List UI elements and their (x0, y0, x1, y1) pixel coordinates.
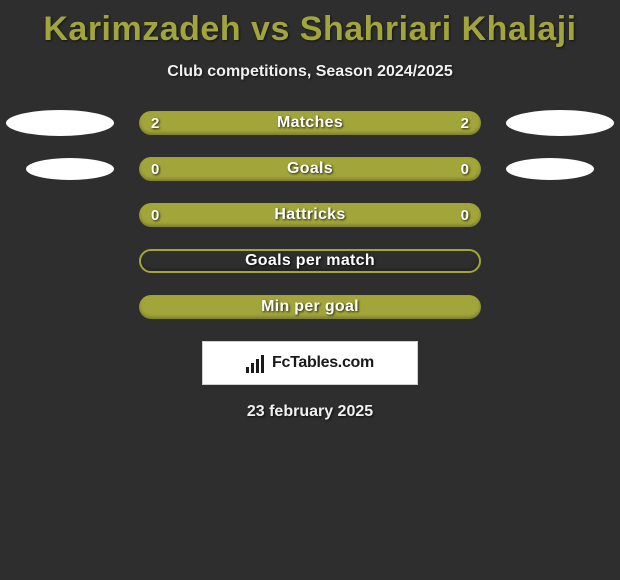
player-left-marker (26, 158, 114, 180)
stat-row-min-per-goal: Min per goal (0, 295, 620, 319)
stats-container: 2 Matches 2 0 Goals 0 0 Hattricks 0 Goal… (0, 111, 620, 319)
stat-row-matches: 2 Matches 2 (0, 111, 620, 135)
logo-text: FcTables.com (272, 354, 374, 372)
stat-label: Goals (287, 160, 333, 178)
stat-bar: Min per goal (139, 295, 481, 319)
stat-bar: 0 Hattricks 0 (139, 203, 481, 227)
fctables-logo: FcTables.com (202, 341, 418, 385)
stat-label: Goals per match (245, 252, 375, 270)
date-label: 23 february 2025 (0, 403, 620, 421)
page-title: Karimzadeh vs Shahriari Khalaji (0, 0, 620, 49)
stat-value-left: 0 (151, 161, 159, 178)
stat-bar: 2 Matches 2 (139, 111, 481, 135)
stat-bar: 0 Goals 0 (139, 157, 481, 181)
stat-label: Hattricks (274, 206, 345, 224)
stat-label: Matches (277, 114, 343, 132)
stat-label: Min per goal (261, 298, 359, 316)
stat-value-right: 0 (461, 207, 469, 224)
stat-value-left: 2 (151, 115, 159, 132)
stat-bar: Goals per match (139, 249, 481, 273)
stat-value-left: 0 (151, 207, 159, 224)
subtitle: Club competitions, Season 2024/2025 (0, 63, 620, 81)
player-right-marker (506, 158, 594, 180)
stat-row-goals-per-match: Goals per match (0, 249, 620, 273)
stat-value-right: 2 (461, 115, 469, 132)
player-right-marker (506, 110, 614, 136)
stat-row-goals: 0 Goals 0 (0, 157, 620, 181)
stat-row-hattricks: 0 Hattricks 0 (0, 203, 620, 227)
stat-value-right: 0 (461, 161, 469, 178)
player-left-marker (6, 110, 114, 136)
bar-chart-icon (246, 353, 268, 373)
